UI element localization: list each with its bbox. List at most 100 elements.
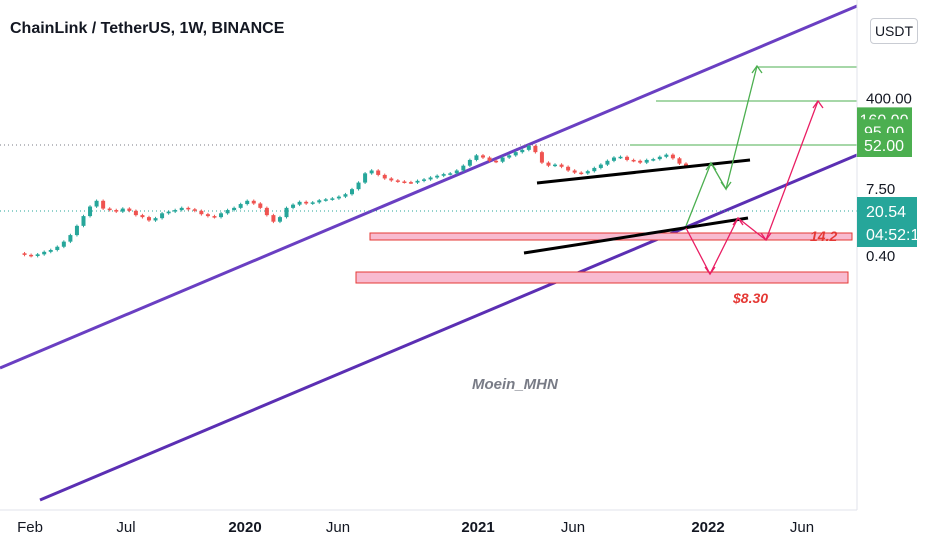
candle-body — [258, 203, 263, 208]
red-projected-path — [685, 100, 819, 276]
candle-body — [120, 208, 125, 212]
x-tick-label: Jun — [326, 519, 350, 536]
candle-body — [133, 210, 138, 216]
candle-body — [579, 172, 584, 175]
candle-body — [461, 165, 466, 171]
candle-body — [107, 208, 112, 211]
candle-body — [435, 175, 440, 178]
candle-body — [559, 164, 564, 167]
candle-body — [336, 196, 341, 199]
candle-body — [29, 254, 34, 257]
candle-body — [251, 200, 256, 204]
price-tag-label: 52.00 — [864, 138, 904, 155]
candle-body — [304, 201, 309, 204]
candle-body — [415, 180, 420, 183]
candle-body — [146, 217, 151, 221]
candle-body — [323, 199, 328, 201]
y-tick-label: 7.50 — [866, 181, 895, 198]
current-price-tag — [857, 197, 917, 247]
candle-body — [513, 152, 518, 156]
candle-body — [271, 215, 276, 222]
candle-body — [572, 170, 577, 173]
target-lines — [630, 66, 857, 146]
candle-body — [448, 173, 453, 175]
watermark: Moein_MHN — [472, 376, 559, 393]
candle-body — [389, 178, 394, 181]
candle-body — [363, 173, 368, 183]
arrowhead — [704, 266, 716, 276]
candle-body — [140, 215, 145, 218]
candle-body — [546, 162, 551, 166]
candle-body — [408, 182, 413, 184]
annotation-label: $8.30 — [732, 290, 768, 306]
candle-body — [192, 209, 197, 211]
candle-body — [382, 174, 387, 179]
candle-body — [644, 159, 649, 163]
channel-upper-line — [0, 4, 858, 370]
candle-body — [88, 206, 93, 217]
x-tick-label: 2020 — [228, 519, 261, 536]
triangle-upper-line — [536, 158, 751, 185]
candle-body — [467, 159, 472, 166]
candle-body — [428, 177, 433, 180]
arrowhead — [732, 216, 744, 226]
chart-title: ChainLink / TetherUS, 1W, BINANCE — [10, 20, 285, 37]
candle-body — [487, 157, 492, 161]
arrowhead — [720, 181, 732, 191]
candle-body — [277, 217, 282, 222]
candle-body — [55, 246, 60, 250]
candle-body — [631, 159, 636, 162]
candle-body — [205, 214, 210, 217]
candle-body — [186, 207, 191, 210]
candle-body — [684, 163, 688, 167]
candle-body — [539, 152, 544, 163]
candle-body — [553, 164, 558, 167]
candle-body — [474, 155, 479, 160]
candle-body — [35, 254, 40, 256]
candle-body — [507, 155, 512, 158]
y-tick-label: 0.40 — [866, 248, 895, 265]
x-tick-label: 2022 — [691, 519, 724, 536]
candle-body — [61, 241, 66, 247]
candle-body — [212, 216, 217, 218]
candle-body — [291, 204, 296, 208]
candle-body — [677, 158, 682, 164]
candle-body — [585, 171, 590, 174]
candle-body — [520, 149, 525, 153]
candle-body — [173, 210, 178, 212]
annotations: 14.2 $8.30 — [732, 228, 837, 306]
candle-body — [297, 201, 302, 205]
candle-body — [611, 157, 616, 161]
candle-body — [22, 253, 27, 255]
candle-countdown: 04:52:17 — [866, 227, 928, 244]
x-tick-label: Feb — [17, 519, 43, 536]
candle-body — [245, 200, 250, 205]
candle-body — [592, 167, 597, 172]
projected-paths — [685, 65, 819, 276]
arrowheads — [704, 64, 824, 276]
candle-body — [356, 182, 361, 190]
candle-body — [179, 207, 184, 211]
candle-body — [566, 166, 571, 171]
green-projected-path — [685, 65, 758, 227]
candle-body — [264, 207, 269, 216]
currency-button[interactable]: USDT — [870, 18, 918, 44]
candle-body — [48, 250, 53, 252]
candle-body — [618, 156, 623, 159]
candle-body — [166, 211, 171, 214]
candle-body — [114, 210, 119, 212]
candle-body — [81, 216, 86, 226]
arrowhead — [705, 161, 717, 171]
candle-body — [605, 160, 610, 165]
candle-body — [670, 154, 675, 159]
candle-body — [500, 157, 505, 162]
dotted-price-lines — [0, 144, 857, 212]
candle-body — [160, 213, 165, 219]
candle-body — [422, 179, 427, 181]
x-tick-label: Jun — [790, 519, 814, 536]
candle-body — [330, 198, 335, 200]
triangle-pattern — [523, 158, 751, 255]
candle-body — [153, 218, 158, 221]
candle-body — [101, 200, 106, 209]
